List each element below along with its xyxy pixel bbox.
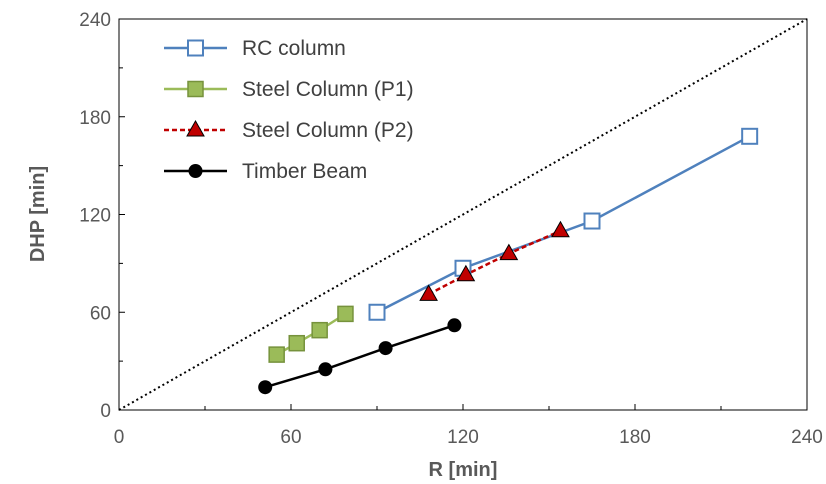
reference-line-layer (118, 18, 808, 411)
data-point-marker (741, 127, 759, 145)
data-point-marker (337, 305, 354, 323)
data-point-marker (288, 334, 305, 352)
legend: RC column Steel Column (P1) Steel Column (… (164, 37, 414, 183)
data-point-marker (311, 321, 328, 339)
data-point-marker (268, 346, 285, 363)
data-point-marker (447, 318, 462, 333)
legend-entry: RC column (164, 37, 346, 60)
data-point-marker (378, 341, 393, 356)
series-line (264, 324, 455, 389)
series-1 (368, 127, 759, 321)
y-tick-label: 0 (100, 401, 111, 422)
data-point-marker (318, 362, 333, 377)
legend-label: Steel Column (P1) (242, 78, 414, 101)
legend-entry: Timber Beam (164, 160, 367, 183)
x-tick-label: 0 (114, 427, 125, 448)
series-line (428, 229, 561, 296)
x-tick-label: 60 (280, 427, 301, 448)
legend-label: Steel Column (P2) (242, 119, 414, 142)
data-point-marker (258, 380, 273, 395)
legend-entry: Steel Column (P1) (164, 78, 414, 101)
series-2 (268, 305, 354, 363)
data-point-marker (187, 80, 204, 98)
series-layer (258, 127, 759, 395)
ticks-layer: 0 60 120 180 240 0 60 120 180 240 (79, 10, 823, 448)
x-tick-label: 120 (447, 427, 479, 448)
y-tick-label: 120 (79, 206, 111, 227)
y-tick-label: 180 (79, 108, 111, 129)
series-line (276, 312, 347, 356)
y-tick-label: 60 (90, 303, 111, 324)
x-axis-title: R [min] (429, 459, 498, 481)
data-point-marker (583, 212, 601, 230)
data-point-marker (187, 39, 204, 57)
x-tick-label: 180 (619, 427, 651, 448)
legend-label: RC column (242, 37, 346, 60)
y-tick-label: 240 (79, 10, 111, 31)
data-point-marker (419, 284, 438, 301)
data-point-marker (186, 119, 205, 137)
data-point-marker (368, 303, 386, 321)
reference-line (118, 18, 808, 411)
data-point-marker (456, 264, 476, 282)
y-axis-title: DHP [min] (27, 166, 49, 262)
data-point-marker (499, 243, 519, 261)
series-3 (419, 220, 570, 301)
series-line (376, 135, 751, 314)
x-tick-label: 240 (791, 427, 823, 448)
legend-label: Timber Beam (242, 160, 367, 183)
legend-entry: Steel Column (P2) (164, 119, 414, 142)
series-4 (258, 318, 462, 395)
data-point-marker (551, 220, 570, 238)
data-point-marker (188, 164, 203, 178)
